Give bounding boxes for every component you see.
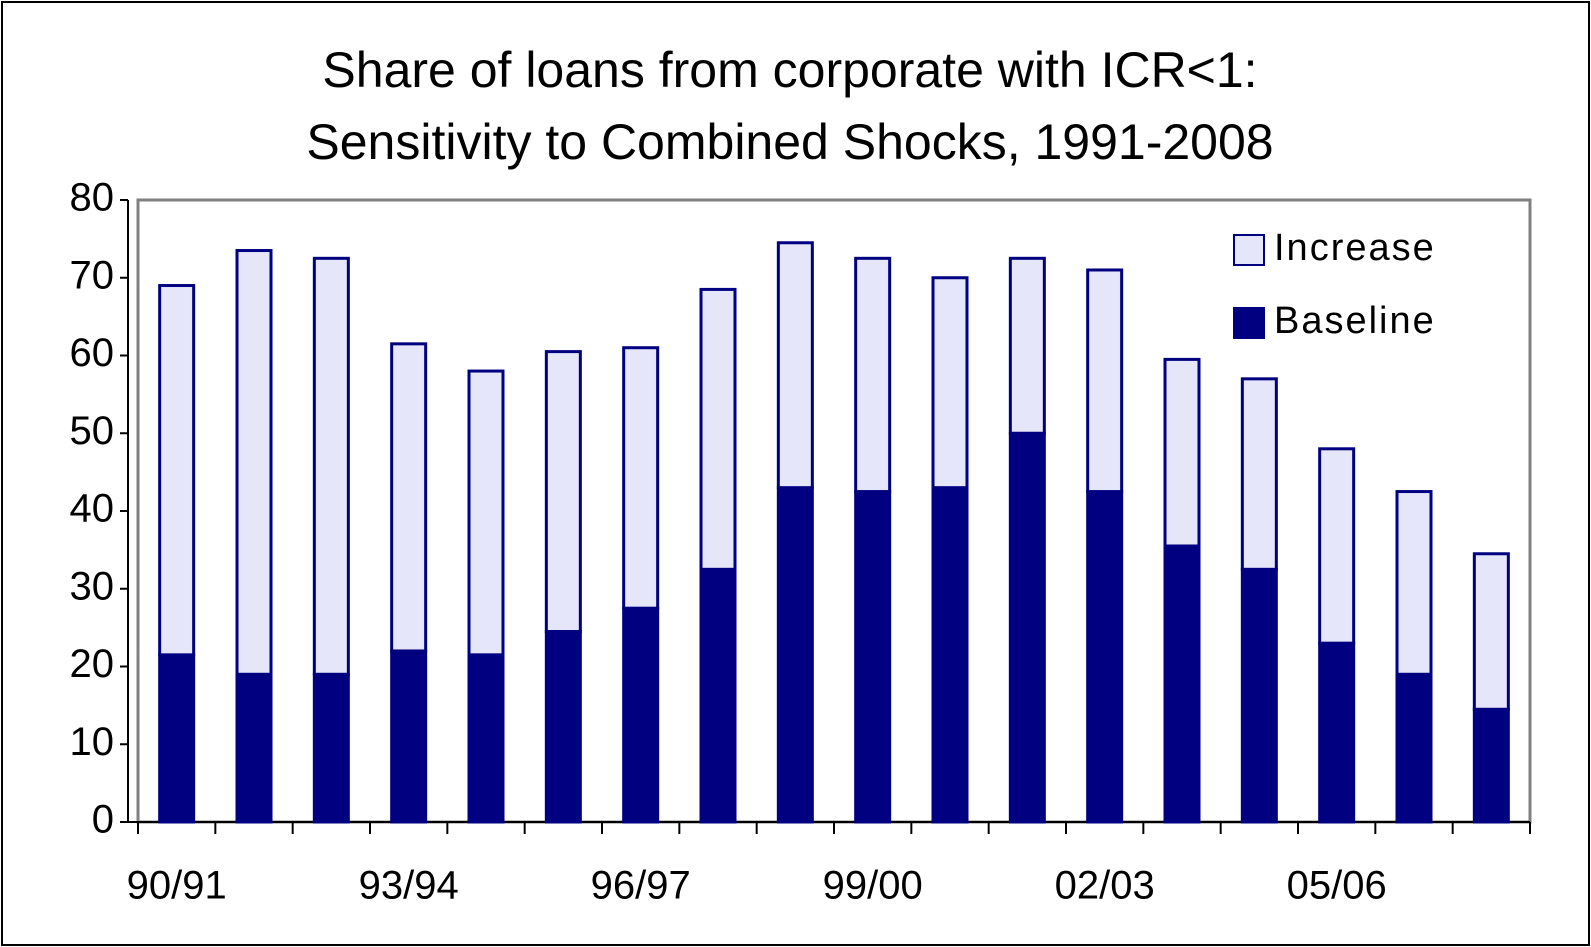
bar-segment — [1240, 377, 1278, 571]
bar-segment — [1395, 672, 1433, 824]
bar-segment — [1472, 707, 1510, 824]
bar-segment — [622, 346, 660, 610]
bar-segment — [1240, 567, 1278, 824]
x-tick-label: 99/00 — [823, 864, 923, 908]
y-tick-label: 20 — [70, 642, 115, 686]
bar-segment — [931, 276, 969, 490]
bar-segment — [854, 490, 892, 824]
bar-segment — [1008, 256, 1046, 435]
bar-segment — [467, 369, 505, 657]
bar-segment — [931, 486, 969, 824]
bar-segment — [622, 606, 660, 824]
bar-segment — [776, 486, 814, 824]
y-tick-label: 80 — [70, 176, 115, 220]
bar-segment — [390, 342, 428, 653]
bar-segment — [1086, 268, 1124, 494]
y-tick-label: 10 — [70, 720, 115, 764]
bar-segment — [699, 567, 737, 824]
legend-swatch — [1233, 234, 1265, 266]
bar-segment — [1008, 431, 1046, 824]
chart-title: Sensitivity to Combined Shocks, 1991-200… — [306, 114, 1273, 170]
y-tick-label: 30 — [70, 564, 115, 608]
bar-segment — [776, 241, 814, 490]
bar-segment — [699, 287, 737, 571]
x-tick-label: 93/94 — [359, 864, 459, 908]
x-tick-label: 96/97 — [591, 864, 691, 908]
bar-segment — [1086, 490, 1124, 824]
bar-segment — [1163, 357, 1201, 548]
bar-segment — [854, 256, 892, 494]
y-tick-label: 50 — [70, 409, 115, 453]
legend-label: Baseline — [1274, 300, 1436, 342]
x-tick-label: 90/91 — [127, 864, 227, 908]
bar-segment — [1163, 544, 1201, 824]
bar-segment — [158, 284, 196, 657]
bar-segment — [1318, 447, 1356, 645]
bar-segment — [1472, 552, 1510, 711]
legend-label: Increase — [1274, 227, 1436, 269]
bar-segment — [235, 249, 273, 676]
x-tick-label: 02/03 — [1055, 864, 1155, 908]
bar-segment — [1318, 641, 1356, 824]
bar-segment — [544, 350, 582, 634]
x-tick-label: 05/06 — [1287, 864, 1387, 908]
bar-segment — [158, 653, 196, 824]
bar-segment — [467, 653, 505, 824]
chart-title: Share of loans from corporate with ICR<1… — [322, 42, 1257, 98]
bar-segment — [312, 672, 350, 824]
bar-segment — [544, 630, 582, 824]
bar-segment — [312, 256, 350, 676]
y-tick-label: 60 — [70, 331, 115, 375]
bar-segment — [1395, 490, 1433, 676]
y-tick-label: 70 — [70, 253, 115, 297]
bar-segment — [235, 672, 273, 824]
legend-swatch — [1233, 307, 1265, 339]
y-tick-label: 0 — [92, 798, 114, 842]
bar-segment — [390, 649, 428, 824]
y-tick-label: 40 — [70, 487, 115, 531]
